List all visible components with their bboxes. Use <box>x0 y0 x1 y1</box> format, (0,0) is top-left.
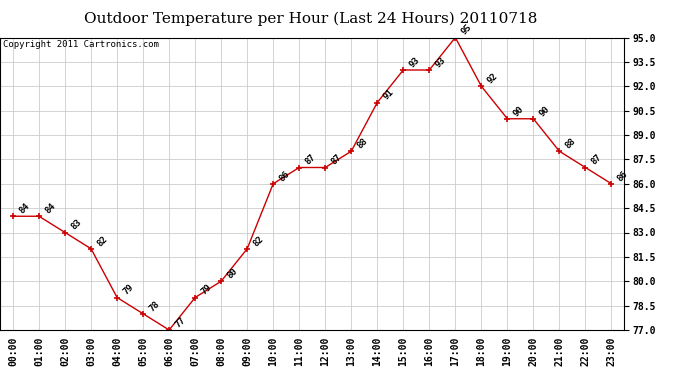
Text: Outdoor Temperature per Hour (Last 24 Hours) 20110718: Outdoor Temperature per Hour (Last 24 Ho… <box>83 11 538 26</box>
Text: 93: 93 <box>408 55 422 69</box>
Text: 88: 88 <box>564 136 578 150</box>
Text: 87: 87 <box>304 153 317 167</box>
Text: 82: 82 <box>251 234 266 248</box>
Text: 78: 78 <box>147 299 161 313</box>
Text: 91: 91 <box>382 88 395 102</box>
Text: 82: 82 <box>95 234 109 248</box>
Text: 92: 92 <box>486 72 500 86</box>
Text: 86: 86 <box>615 169 629 183</box>
Text: 90: 90 <box>538 104 551 118</box>
Text: Copyright 2011 Cartronics.com: Copyright 2011 Cartronics.com <box>3 40 159 50</box>
Text: 79: 79 <box>199 283 213 297</box>
Text: 79: 79 <box>121 283 135 297</box>
Text: 84: 84 <box>43 201 57 216</box>
Text: 84: 84 <box>17 201 31 216</box>
Text: 86: 86 <box>277 169 291 183</box>
Text: 95: 95 <box>460 23 473 37</box>
Text: 80: 80 <box>226 267 239 280</box>
Text: 77: 77 <box>173 315 187 329</box>
Text: 83: 83 <box>69 218 83 232</box>
Text: 90: 90 <box>511 104 526 118</box>
Text: 87: 87 <box>329 153 344 167</box>
Text: 93: 93 <box>433 55 447 69</box>
Text: 87: 87 <box>589 153 604 167</box>
Text: 88: 88 <box>355 136 369 150</box>
